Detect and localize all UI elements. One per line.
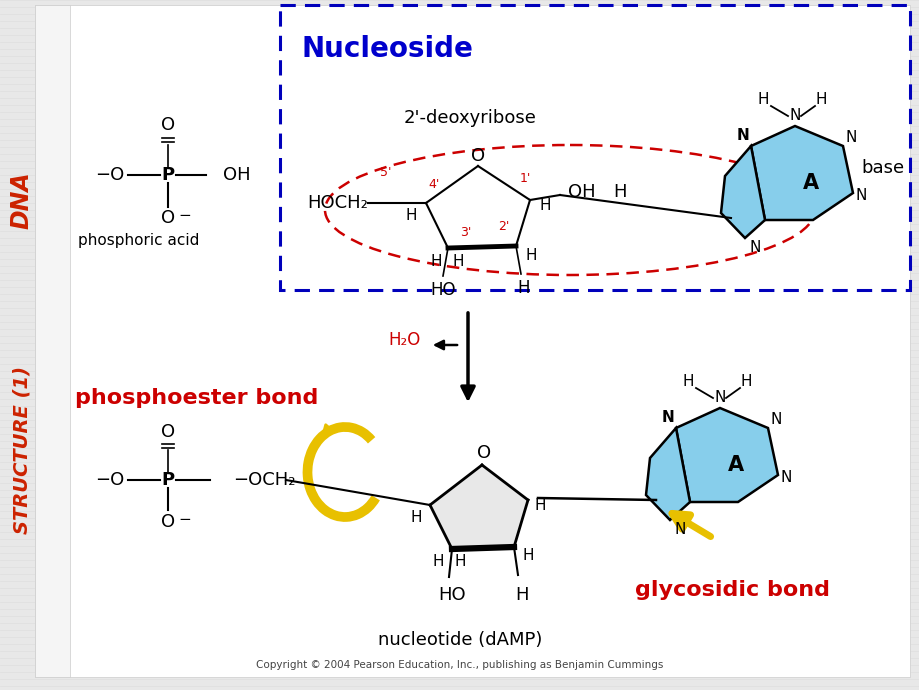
- Text: P: P: [161, 166, 175, 184]
- Text: H: H: [682, 375, 693, 389]
- Text: glycosidic bond: glycosidic bond: [634, 580, 829, 600]
- Text: STRUCTURE (1): STRUCTURE (1): [13, 366, 31, 534]
- Text: N: N: [713, 391, 725, 406]
- Text: N: N: [748, 241, 760, 255]
- Text: H: H: [740, 375, 751, 389]
- Text: N: N: [661, 411, 674, 426]
- Text: H: H: [515, 586, 528, 604]
- Text: HO: HO: [437, 586, 465, 604]
- Polygon shape: [750, 126, 852, 220]
- Text: O: O: [471, 147, 484, 165]
- Text: N: N: [674, 522, 685, 538]
- Text: N: N: [769, 413, 781, 428]
- Polygon shape: [720, 146, 765, 238]
- Text: −O: −O: [96, 471, 124, 489]
- Text: H: H: [539, 197, 550, 213]
- Text: OH: OH: [222, 166, 250, 184]
- Text: HOCH₂: HOCH₂: [307, 194, 368, 212]
- Text: HO: HO: [430, 281, 455, 299]
- Text: N: N: [736, 128, 749, 144]
- Text: H: H: [522, 547, 533, 562]
- Text: 2': 2': [498, 219, 509, 233]
- Text: N: N: [855, 188, 866, 204]
- Text: 4': 4': [428, 179, 439, 192]
- Text: H: H: [430, 253, 441, 268]
- Text: O: O: [161, 423, 175, 441]
- Text: H: H: [534, 497, 545, 513]
- Text: A: A: [727, 455, 743, 475]
- Text: H: H: [525, 248, 536, 264]
- Text: O: O: [161, 116, 175, 134]
- Text: H: H: [756, 92, 768, 108]
- Text: H: H: [404, 208, 416, 222]
- Text: Copyright © 2004 Pearson Education, Inc., publishing as Benjamin Cummings: Copyright © 2004 Pearson Education, Inc.…: [256, 660, 663, 670]
- Text: phosphoric acid: phosphoric acid: [78, 233, 199, 248]
- Text: H: H: [814, 92, 826, 108]
- Text: −: −: [177, 208, 190, 222]
- Bar: [35, 5, 70, 677]
- Text: 2'-deoxyribose: 2'-deoxyribose: [403, 109, 536, 127]
- Text: −OCH₂: −OCH₂: [233, 471, 295, 489]
- Text: P: P: [161, 471, 175, 489]
- Text: phosphoester bond: phosphoester bond: [75, 388, 318, 408]
- Text: H₂O: H₂O: [389, 331, 421, 349]
- Text: H: H: [517, 279, 529, 297]
- Text: −: −: [177, 513, 190, 527]
- Text: N: N: [789, 108, 800, 124]
- Text: H: H: [410, 509, 421, 524]
- Text: 5': 5': [380, 166, 391, 179]
- Text: O: O: [476, 444, 491, 462]
- Text: N: N: [779, 471, 791, 486]
- Text: H: H: [613, 183, 626, 201]
- Polygon shape: [675, 408, 777, 502]
- Text: OH: OH: [568, 183, 596, 201]
- Text: O: O: [161, 209, 175, 227]
- Text: 3': 3': [460, 226, 471, 239]
- Text: H: H: [432, 553, 443, 569]
- Text: H: H: [452, 253, 463, 268]
- Polygon shape: [429, 465, 528, 549]
- Text: N: N: [845, 130, 856, 146]
- Text: Nucleoside: Nucleoside: [301, 35, 473, 63]
- Text: DNA: DNA: [10, 171, 34, 229]
- Polygon shape: [645, 428, 689, 520]
- Text: 1': 1': [518, 172, 530, 184]
- Text: nucleotide (dAMP): nucleotide (dAMP): [378, 631, 541, 649]
- Text: O: O: [161, 513, 175, 531]
- Text: −O: −O: [96, 166, 124, 184]
- Text: A: A: [802, 173, 818, 193]
- Text: H: H: [454, 553, 465, 569]
- Text: base: base: [860, 159, 903, 177]
